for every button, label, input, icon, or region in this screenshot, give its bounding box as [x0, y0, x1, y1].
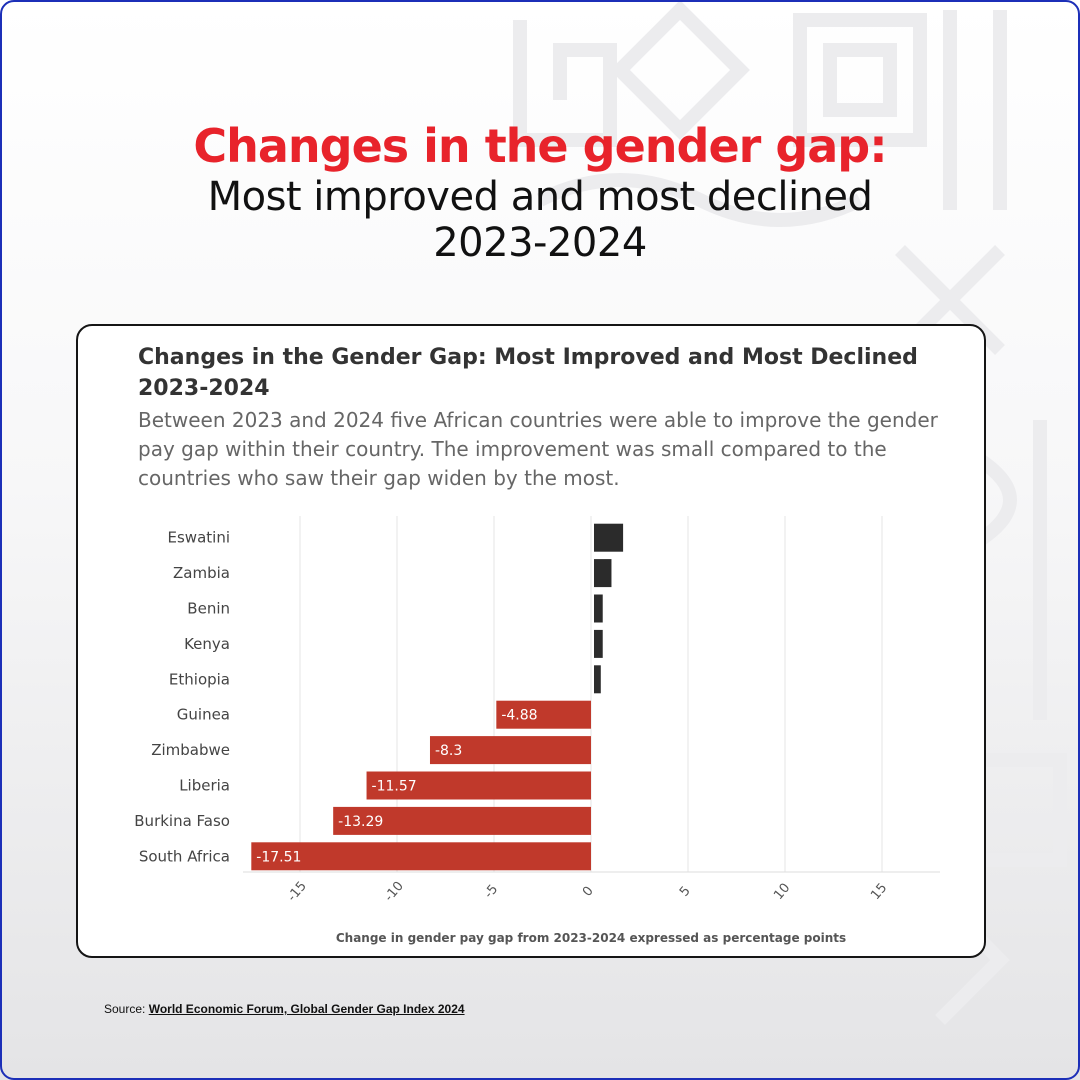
tick-label: -15	[285, 879, 310, 905]
chart-title: Changes in the Gender Gap: Most Improved…	[138, 345, 918, 401]
category-label: Liberia	[179, 777, 230, 795]
x-axis-label: Change in gender pay gap from 2023-2024 …	[336, 931, 846, 945]
source-label: Source:	[104, 1002, 146, 1016]
bar-zimbabwe	[429, 736, 591, 765]
data-label: -8.3	[435, 743, 462, 759]
chart-subtitle: Between 2023 and 2024 five African count…	[138, 408, 938, 490]
source-link[interactable]: World Economic Forum, Global Gender Gap …	[148, 1002, 465, 1016]
data-label: -4.88	[501, 708, 537, 724]
bar-benin	[594, 594, 603, 623]
source-note: Source: World Economic Forum, Global Gen…	[104, 1002, 465, 1016]
category-label: Guinea	[177, 706, 230, 724]
bar-kenya	[594, 629, 603, 658]
category-label: South Africa	[139, 847, 230, 865]
category-label: Zimbabwe	[151, 741, 230, 759]
data-label: -17.51	[256, 849, 301, 865]
tick-label: -10	[382, 879, 407, 905]
headline-subtitle: Most improved and most declined	[207, 174, 873, 220]
tick-label: -5	[481, 882, 501, 902]
bar-guinea	[496, 700, 591, 729]
tick-label: 15	[868, 881, 890, 903]
category-label: Burkina Faso	[134, 812, 230, 830]
tick-label: 0	[580, 884, 597, 900]
bar-chart: Eswatini Zambia Benin Kenya Ethiopia Guinea -4…	[134, 516, 940, 945]
bar-liberia	[366, 771, 591, 800]
headline: Changes in the gender gap: Most improved…	[0, 118, 1080, 266]
bar-eswatini	[594, 523, 624, 552]
data-label: -13.29	[338, 814, 383, 830]
bar-ethiopia	[594, 665, 601, 694]
bar-zambia	[594, 559, 612, 588]
category-label: Eswatini	[168, 529, 230, 547]
headline-years: 2023-2024	[433, 220, 647, 266]
category-label: Ethiopia	[169, 670, 230, 688]
headline-title: Changes in the gender gap:	[193, 119, 887, 173]
bar-south-africa	[251, 842, 591, 871]
category-label: Zambia	[173, 564, 230, 582]
tick-label: 5	[677, 884, 694, 900]
category-label: Benin	[187, 600, 230, 618]
data-label: -11.57	[372, 779, 417, 795]
chart-card: Changes in the Gender Gap: Most Improved…	[76, 324, 986, 958]
category-label: Kenya	[184, 635, 230, 653]
tick-label: 10	[771, 881, 793, 903]
bar-burkina-faso	[333, 806, 591, 835]
